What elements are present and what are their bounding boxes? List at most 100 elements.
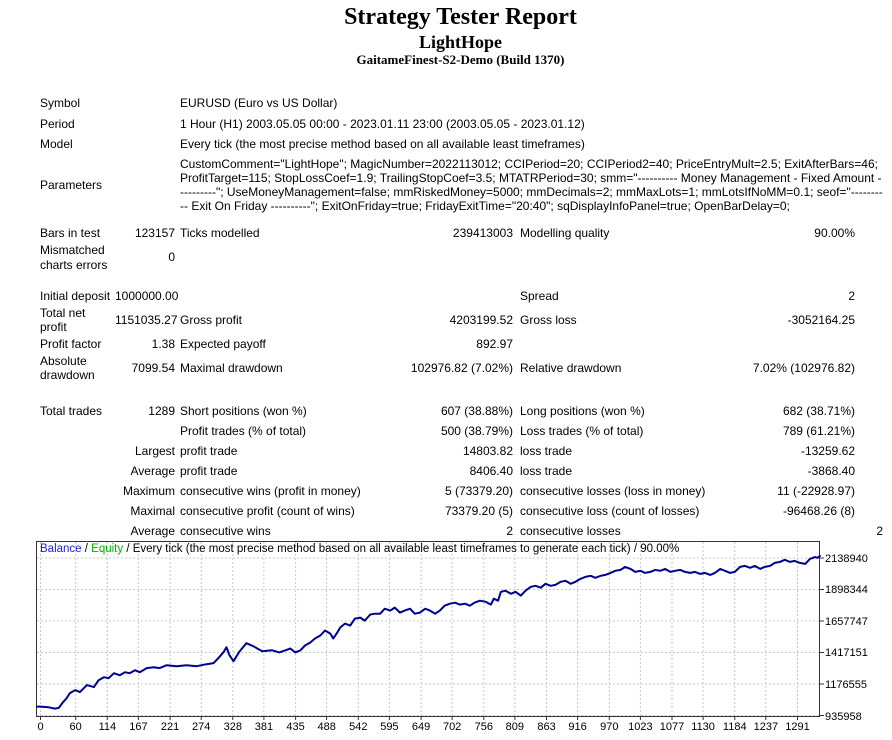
info-value: Every tick (the most precise method base…	[180, 137, 585, 152]
stat-label: Modelling quality	[520, 226, 610, 241]
stat-value: 607 (38.88%)	[440, 404, 513, 419]
stat-label: consecutive profit (count of wins)	[180, 504, 355, 519]
y-axis-tick-label: 1417151	[825, 647, 868, 660]
stat-label: consecutive losses (loss in money)	[520, 484, 706, 499]
info-value: CustomComment="LightHope"; MagicNumber=2…	[180, 156, 883, 214]
x-axis-tick-label: 1184	[722, 721, 747, 733]
stat-label: Profit factor	[40, 337, 102, 352]
stat-label: loss trade	[520, 464, 573, 479]
chart-legend: Balance / Equity / Every tick (the most …	[40, 542, 679, 556]
stat-value: 239413003	[452, 226, 513, 241]
stat-label: Loss trades (% of total)	[520, 424, 644, 439]
x-axis-tick-label: 702	[442, 721, 462, 733]
x-axis-tick-label: 1291	[785, 721, 810, 733]
stat-row: Total net profit 1151035.27 Gross profit 42…	[40, 306, 885, 334]
x-axis-tick-label: 970	[600, 721, 619, 733]
expert-name: LightHope	[418, 32, 502, 52]
legend-description: / Every tick (the most precise method ba…	[123, 543, 680, 555]
x-axis-tick-label: 1130	[691, 721, 715, 733]
y-axis-tick-label: 935958	[825, 710, 862, 723]
stat-label: Short positions (won %)	[180, 404, 307, 419]
info-value: 1 Hour (H1) 2003.05.05 00:00 - 2023.01.1…	[180, 116, 585, 131]
x-axis-tick-label: 435	[286, 721, 305, 733]
stat-value: 11 (-22928.97)	[777, 484, 855, 499]
stat-row: Initial deposit 1000000.00 Spread 2	[40, 286, 885, 306]
stat-value: 7099.54	[131, 361, 175, 376]
y-axis-tick-label: 2138940	[825, 553, 868, 565]
x-axis-tick-label: 595	[380, 721, 399, 733]
x-axis-tick-label: 60	[69, 721, 82, 733]
stat-value: 682 (38.71%)	[782, 404, 855, 419]
x-axis-tick-label: 0	[37, 721, 44, 733]
info-row: Symbol EURUSD (Euro vs US Dollar)	[40, 93, 885, 114]
stat-value: 8406.40	[469, 464, 513, 479]
stats-section: Bars in test 123157 Ticks modelled 23941300…	[40, 223, 885, 271]
stat-value: Average	[130, 524, 175, 539]
y-axis-tick-label: 1176555	[825, 678, 868, 691]
stat-value: Average	[130, 464, 175, 479]
x-axis-tick-label: 809	[505, 721, 525, 733]
info-label: Period	[40, 116, 75, 131]
legend-balance-label: Balance	[40, 543, 82, 555]
statistics-table: Bars in test 123157 Ticks modelled 23941300…	[40, 223, 885, 541]
x-axis-tick-label: 1023	[628, 721, 653, 733]
stat-label: Initial deposit	[40, 288, 111, 303]
stat-value: 2	[848, 288, 855, 303]
stats-section: Initial deposit 1000000.00 Spread 2 Total ne…	[40, 286, 885, 383]
x-axis-tick-label: 649	[411, 721, 431, 733]
stat-value: 2	[506, 524, 513, 539]
stat-value: 102976.82 (7.02%)	[410, 361, 513, 376]
stat-label: Ticks modelled	[180, 226, 260, 241]
y-axis-tick-label: 1657747	[825, 616, 868, 628]
stat-row: Maximum consecutive wins (profit in money…	[40, 482, 885, 502]
stat-value: Maximum	[122, 484, 175, 499]
info-row: Period 1 Hour (H1) 2003.05.05 00:00 - 202…	[40, 114, 885, 135]
stat-row: Profit trades (% of total) 500 (38.79%) Lo…	[40, 422, 885, 442]
stat-value: 2	[876, 524, 883, 539]
stat-value: 789 (61.21%)	[782, 424, 855, 439]
stat-row: Bars in test 123157 Ticks modelled 23941300…	[40, 223, 885, 243]
stat-row: Average profit trade 8406.40 loss trade -386…	[40, 462, 885, 482]
stat-value: 5 (73379.20)	[444, 484, 513, 499]
stat-label: Total net profit	[40, 305, 86, 334]
stat-value: 4203199.52	[449, 312, 513, 327]
stat-value: 892.97	[476, 337, 513, 352]
info-row: Parameters CustomComment="LightHope"; Mag…	[40, 155, 885, 216]
stat-label: Absolute drawdown	[40, 354, 95, 383]
x-axis-tick-label: 916	[568, 721, 587, 733]
stat-label: consecutive loss (count of losses)	[520, 504, 700, 519]
x-axis-tick-label: 381	[254, 721, 274, 733]
balance-equity-chart: Balance / Equity / Every tick (the most …	[36, 541, 892, 737]
x-axis-tick-label: 863	[537, 721, 556, 733]
stat-label: Relative drawdown	[520, 361, 622, 376]
stat-row: Mismatched charts errors 0	[40, 243, 885, 271]
stat-label: loss trade	[520, 444, 573, 459]
server-build: GaitameFinest-S2-Demo (Build 1370)	[356, 52, 565, 67]
stat-value: -3868.40	[807, 464, 855, 479]
stat-value: 0	[168, 250, 175, 265]
x-axis-tick-label: 328	[223, 721, 243, 733]
stat-row: Maximal consecutive profit (count of wins…	[40, 502, 885, 522]
stat-row: Absolute drawdown 7099.54 Maximal drawdown…	[40, 354, 885, 382]
stat-label: consecutive wins (profit in money)	[180, 484, 361, 499]
stat-label: Profit trades (% of total)	[180, 424, 307, 439]
stat-label: Expected payoff	[180, 337, 266, 352]
stat-label: Bars in test	[40, 226, 101, 241]
stats-section: Total trades 1289 Short positions (won %) 6…	[40, 402, 885, 542]
x-axis-tick-label: 1077	[659, 721, 685, 733]
x-axis-tick-label: 1237	[753, 721, 779, 733]
stat-label: consecutive losses	[520, 524, 621, 539]
stat-label: Total trades	[40, 404, 103, 419]
info-row: Model Every tick (the most precise method…	[40, 134, 885, 155]
stat-label: Spread	[520, 288, 559, 303]
report-header: Strategy Tester Report LightHope Gaitame…	[36, 0, 885, 67]
x-axis-tick-label: 542	[349, 721, 368, 733]
stat-value: 90.00%	[814, 226, 855, 241]
stat-label: consecutive wins	[180, 524, 271, 539]
info-value: EURUSD (Euro vs US Dollar)	[180, 96, 338, 111]
stat-label: Gross loss	[520, 312, 577, 327]
stat-label: Long positions (won %)	[520, 404, 645, 419]
stat-value: 1151035.27	[115, 312, 178, 327]
stat-row: Average consecutive wins 2 consecutive loss…	[40, 522, 885, 542]
